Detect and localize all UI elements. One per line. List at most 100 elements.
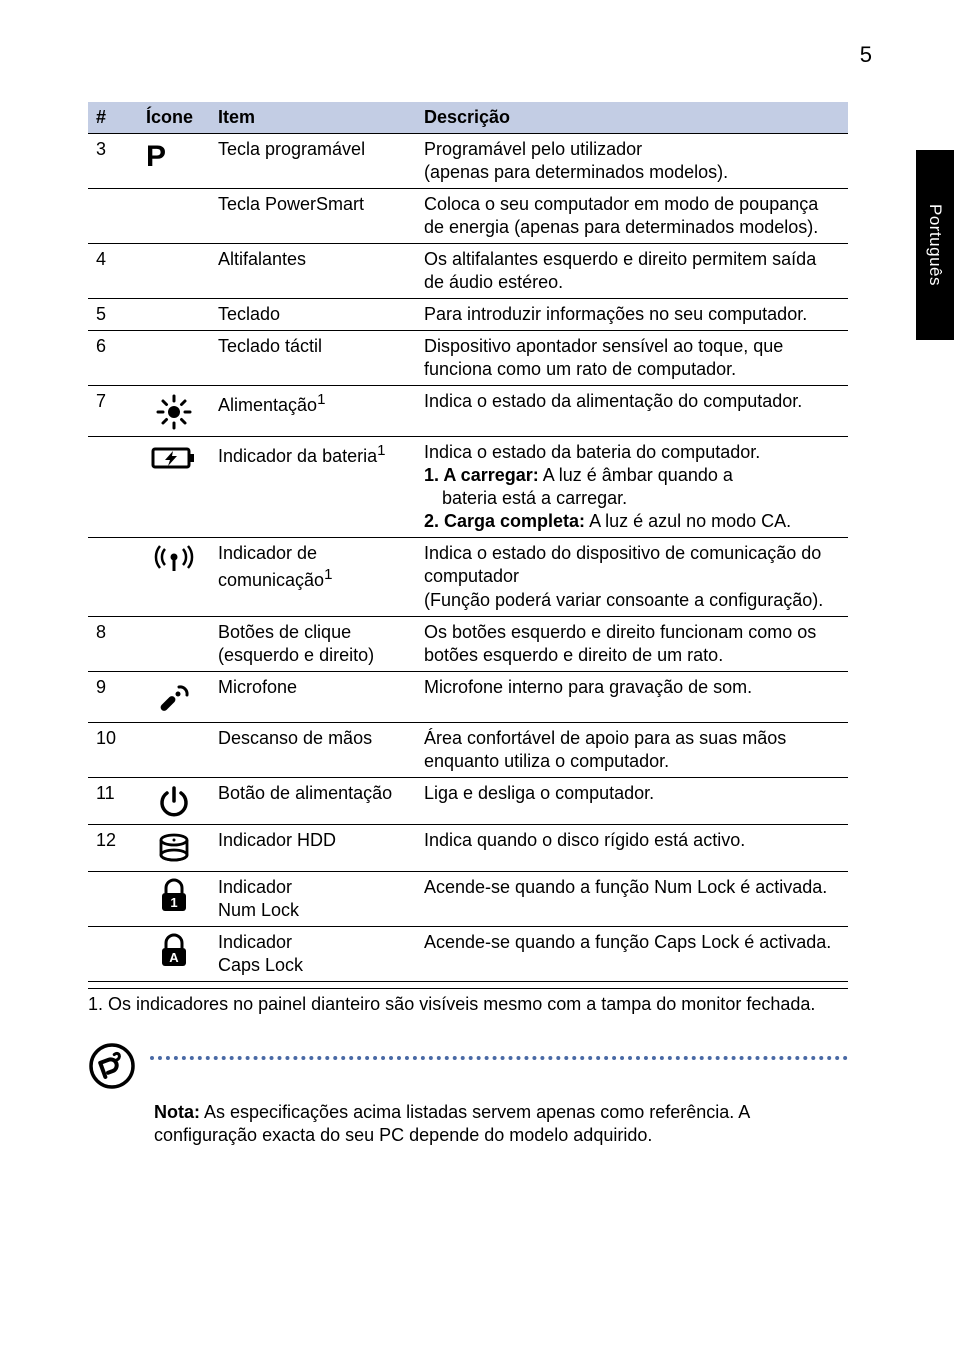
footnote: 1. Os indicadores no painel dianteiro sã… [88,988,848,1016]
note-body: As especificações acima listadas servem … [154,1102,749,1145]
cell-icon [138,777,210,824]
cell-item: Indicador de comunicação1 [210,538,416,616]
table-row: 6 Teclado táctil Dispositivo apontador s… [88,331,848,386]
cell-icon [138,244,210,299]
microphone-icon [154,678,194,718]
cell-num [88,437,138,538]
cell-num [88,871,138,926]
cell-item: Botão de alimentação [210,777,416,824]
cell-num: 5 [88,299,138,331]
cell-icon [138,722,210,777]
cell-num: 11 [88,777,138,824]
cell-item: Indicador HDD [210,824,416,871]
cell-item: Teclado táctil [210,331,416,386]
svg-text:1: 1 [170,895,177,910]
cell-desc: Os botões esquerdo e direito funcionam c… [416,616,848,671]
cell-icon [138,189,210,244]
cell-item: Botões de clique (esquerdo e direito) [210,616,416,671]
cell-num: 9 [88,671,138,722]
communication-indicator-icon [152,544,196,574]
cell-desc: Microfone interno para gravação de som. [416,671,848,722]
cell-desc: Coloca o seu computador em modo de poupa… [416,189,848,244]
table-row: 8 Botões de clique (esquerdo e direito) … [88,616,848,671]
table-row: 12 Indicador HDD Indica quando o disco r… [88,824,848,871]
cell-item: IndicadorCaps Lock [210,926,416,981]
capslock-indicator-icon: A [157,933,191,969]
cell-desc: Área confortável de apoio para as suas m… [416,722,848,777]
table-row: 4 Altifalantes Os altifalantes esquerdo … [88,244,848,299]
cell-desc: Acende-se quando a função Caps Lock é ac… [416,926,848,981]
cell-desc: Programável pelo utilizador(apenas para … [416,134,848,189]
th-icon: Ícone [138,102,210,134]
cell-desc: Indica o estado do dispositivo de comuni… [416,538,848,616]
note-icon [88,1042,136,1095]
cell-item: Alimentação1 [210,386,416,437]
sup: 1 [317,391,325,408]
table-row: 9 Microfone Microfone interno para grava… [88,671,848,722]
cell-icon [138,331,210,386]
cell-desc: Indica quando o disco rígido está activo… [416,824,848,871]
language-tab-label: Português [925,204,945,286]
table-row: 10 Descanso de mãos Área confortável de … [88,722,848,777]
power-button-icon [156,784,192,820]
cell-item: Tecla programável [210,134,416,189]
page: 5 Português # Ícone Item Descrição 3 P T… [0,0,954,1369]
note-label: Nota: [154,1102,200,1122]
cell-icon: P [138,134,210,189]
cell-item: Indicador da bateria1 [210,437,416,538]
cell-num [88,926,138,981]
cell-num: 12 [88,824,138,871]
table-header-row: # Ícone Item Descrição [88,102,848,134]
cell-icon [138,299,210,331]
cell-icon [138,616,210,671]
hdd-indicator-icon [156,831,192,867]
spec-table: # Ícone Item Descrição 3 P Tecla program… [88,102,848,982]
table-row: Indicador da bateria1 Indica o estado da… [88,437,848,538]
cell-icon [138,671,210,722]
cell-item: Descanso de mãos [210,722,416,777]
cell-num: 7 [88,386,138,437]
numlock-indicator-icon: 1 [157,878,191,914]
cell-item: Tecla PowerSmart [210,189,416,244]
cell-desc: Dispositivo apontador sensível ao toque,… [416,331,848,386]
cell-num: 4 [88,244,138,299]
cell-desc: Para introduzir informações no seu compu… [416,299,848,331]
th-item: Item [210,102,416,134]
cell-desc: Indica o estado da bateria do computador… [416,437,848,538]
cell-num [88,189,138,244]
th-num: # [88,102,138,134]
cell-num: 3 [88,134,138,189]
cell-desc: Indica o estado da alimentação do comput… [416,386,848,437]
power-indicator-icon [154,392,194,432]
note-block [88,1040,848,1095]
battery-indicator-icon [151,443,197,473]
table-row: 11 Botão de alimentação Liga e desliga o… [88,777,848,824]
cell-item: Microfone [210,671,416,722]
page-number: 5 [860,42,872,68]
cell-item: Teclado [210,299,416,331]
cell-num [88,538,138,616]
cell-desc: Acende-se quando a função Num Lock é act… [416,871,848,926]
cell-icon [138,538,210,616]
th-desc: Descrição [416,102,848,134]
table-row: Indicador de comunicação1 Indica o estad… [88,538,848,616]
cell-item: Altifalantes [210,244,416,299]
cell-icon: 1 [138,871,210,926]
table-row: 7 [88,386,848,437]
cell-item: IndicadorNum Lock [210,871,416,926]
note-divider [150,1056,848,1060]
cell-desc: Os altifalantes esquerdo e direito permi… [416,244,848,299]
note-text: Nota: As especificações acima listadas s… [88,1101,848,1147]
cell-icon [138,437,210,538]
cell-num: 8 [88,616,138,671]
cell-num: 10 [88,722,138,777]
table-row: Tecla PowerSmart Coloca o seu computador… [88,189,848,244]
cell-icon [138,824,210,871]
cell-icon [138,386,210,437]
cell-desc: Liga e desliga o computador. [416,777,848,824]
cell-num: 6 [88,331,138,386]
table-row: 5 Teclado Para introduzir informações no… [88,299,848,331]
sup: 1 [377,442,385,459]
cell-icon: A [138,926,210,981]
table-row: 3 P Tecla programável Programável pelo u… [88,134,848,189]
